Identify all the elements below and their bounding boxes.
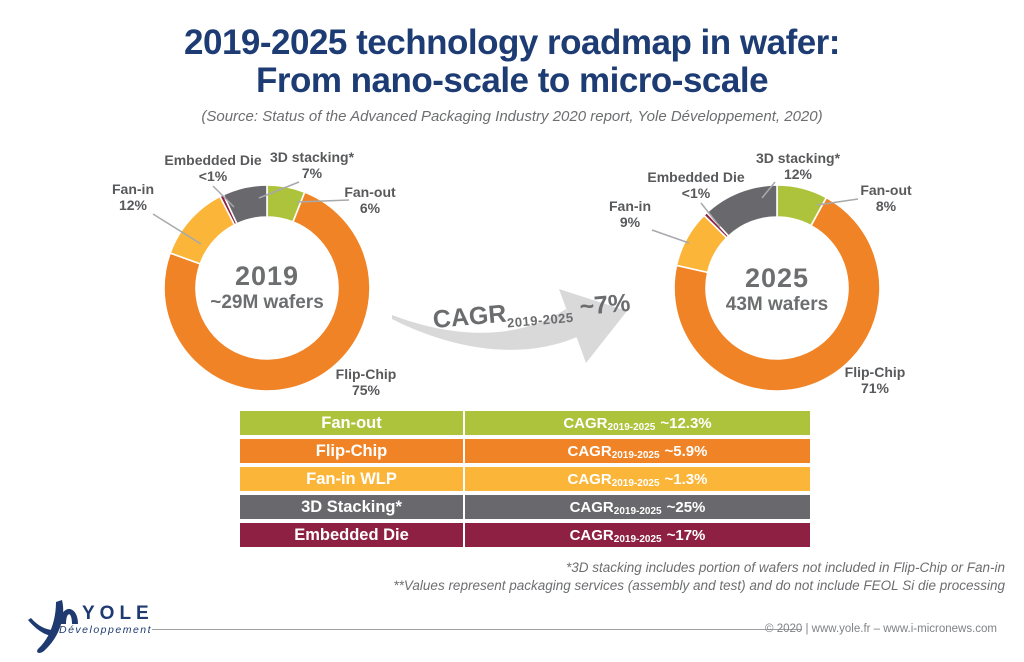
- yole-logo: YOLE Développement: [26, 596, 166, 656]
- table-row-cagr-value: CAGR 2019-2025 ~25%: [569, 498, 706, 517]
- cagr-arrow-label: CAGR2019-2025 ~7%: [432, 289, 632, 335]
- label-2019-embedded-die: Embedded Die <1%: [164, 152, 262, 184]
- footnotes: *3D stacking includes portion of wafers …: [393, 559, 1005, 595]
- donut-2019-center-label: 2019 ~29M wafers: [210, 262, 324, 314]
- label-2025-fan-in: Fan-in 9%: [609, 198, 651, 230]
- cagr-subscript: 2019-2025: [506, 309, 575, 331]
- table-row-cagr-value: CAGR 2019-2025 ~5.9%: [567, 442, 708, 461]
- table-row-3d-stacking-: 3D Stacking* CAGR 2019-2025 ~25%: [240, 495, 810, 519]
- table-row-embedded-die: Embedded Die CAGR 2019-2025 ~17%: [240, 523, 810, 547]
- label-2025-flip-chip: Flip-Chip 71%: [844, 364, 906, 396]
- donut-2019-wafers: ~29M wafers: [210, 292, 324, 313]
- yole-logo-subtext: Développement: [59, 624, 153, 636]
- cagr-table: Fan-out CAGR 2019-2025 ~12.3% Flip-Chip CAGR 2…: [240, 411, 810, 547]
- table-row-fan-in-wlp: Fan-in WLP CAGR 2019-2025 ~1.3%: [240, 467, 810, 491]
- table-row-label: Fan-out: [240, 411, 465, 435]
- source-caption: (Source: Status of the Advanced Packagin…: [201, 108, 823, 125]
- table-row-cagr-value: CAGR 2019-2025 ~12.3%: [563, 414, 712, 433]
- copyright-text: © 2020 | www.yole.fr – www.i-micronews.c…: [765, 623, 997, 635]
- table-row-label: 3D Stacking*: [240, 495, 465, 519]
- page-title-line2: From nano-scale to micro-scale: [255, 61, 769, 100]
- donut-2025-center-label: 2025 43M wafers: [726, 264, 828, 316]
- footnote-1: *3D stacking includes portion of wafers …: [566, 560, 1005, 575]
- table-row-fan-out: Fan-out CAGR 2019-2025 ~12.3%: [240, 411, 810, 435]
- page-title: 2019-2025 technology roadmap in wafer: F…: [0, 24, 1024, 100]
- cagr-value: ~7%: [578, 288, 632, 322]
- table-row-label: Flip-Chip: [240, 439, 465, 463]
- donut-2019-year: 2019: [234, 261, 300, 291]
- label-2025-fan-out: Fan-out 8%: [860, 182, 912, 214]
- label-2019-fan-in: Fan-in 12%: [112, 181, 154, 213]
- footnote-2: **Values represent packaging services (a…: [393, 578, 1005, 593]
- label-2019-flip-chip: Flip-Chip 75%: [335, 366, 397, 398]
- donut-2025-year: 2025: [744, 263, 810, 293]
- donut-2025-wafers: 43M wafers: [725, 294, 829, 315]
- donut-slice-flip-chip: [674, 196, 880, 391]
- table-row-cagr-value: CAGR 2019-2025 ~17%: [569, 526, 706, 545]
- page-title-line1: 2019-2025 technology roadmap in wafer:: [184, 23, 840, 62]
- yole-logo-swoosh-icon: [28, 600, 78, 653]
- label-2019-fan-out: Fan-out 6%: [344, 184, 396, 216]
- donut-slice-flip-chip: [164, 191, 370, 391]
- table-row-cagr-value: CAGR 2019-2025 ~1.3%: [567, 470, 708, 489]
- yole-logo-text: YOLE: [82, 603, 154, 624]
- label-2025-embedded-die: Embedded Die <1%: [647, 169, 745, 201]
- table-row-label: Fan-in WLP: [240, 467, 465, 491]
- table-row-label: Embedded Die: [240, 523, 465, 547]
- label-2025-3d-stacking: 3D stacking* 12%: [755, 150, 841, 182]
- label-2019-3d-stacking: 3D stacking* 7%: [269, 149, 355, 181]
- donut-slice-3d-stacking-: [705, 185, 778, 238]
- table-row-flip-chip: Flip-Chip CAGR 2019-2025 ~5.9%: [240, 439, 810, 463]
- footer-divider: [152, 629, 802, 630]
- cagr-prefix: CAGR: [431, 299, 508, 334]
